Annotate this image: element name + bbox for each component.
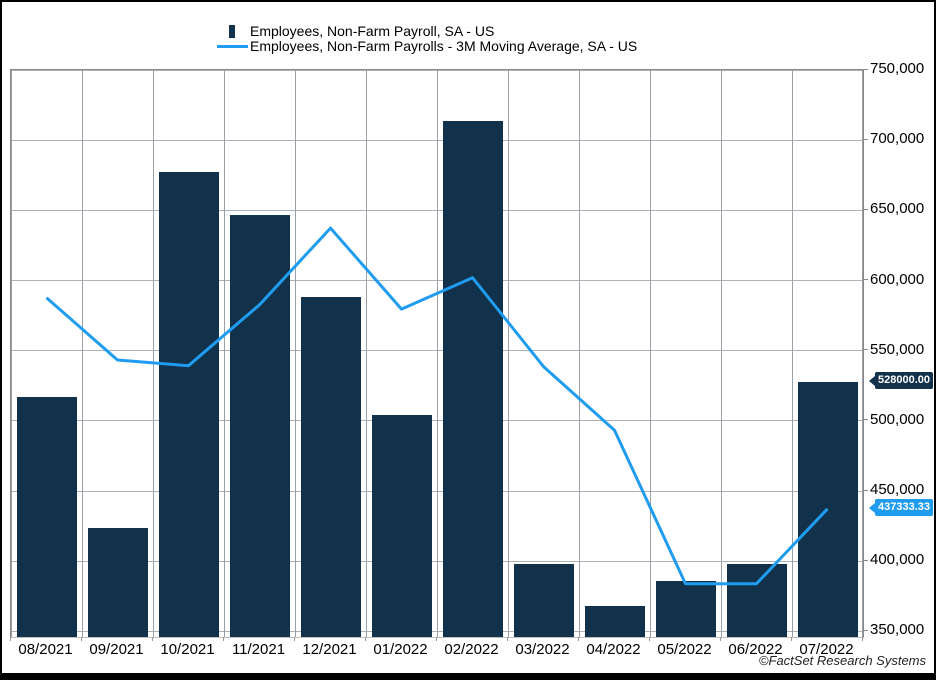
chart-legend: Employees, Non-Farm Payroll, SA - US Emp… [214, 24, 637, 54]
x-axis-label: 02/2022 [444, 641, 499, 658]
vertical-gridline [650, 70, 651, 637]
y-axis-tick [862, 629, 868, 631]
y-axis-tick [862, 68, 868, 70]
vertical-gridline [508, 70, 509, 637]
legend-bar-marker-cell [214, 25, 250, 38]
vertical-gridline [366, 70, 367, 637]
x-axis-tick [791, 637, 792, 641]
y-axis-tick [862, 279, 868, 281]
x-axis-tick [294, 637, 295, 641]
payroll-bar [584, 606, 645, 637]
y-axis-tick [862, 349, 868, 351]
x-axis-tick [223, 637, 224, 641]
badge-arrow [869, 502, 875, 513]
y-axis-tick [862, 559, 868, 561]
x-axis-tick [152, 637, 153, 641]
x-axis-label: 11/2021 [231, 641, 286, 658]
y-axis-label: 400,000 [870, 551, 925, 569]
x-axis-tick [507, 637, 508, 641]
badge-text: 528000.00 [875, 372, 933, 390]
payroll-bar [371, 415, 432, 637]
payroll-bar [87, 527, 148, 637]
payroll-bar [655, 580, 716, 637]
payroll-bar [726, 564, 787, 637]
x-axis-label: 12/2021 [302, 641, 357, 658]
vertical-gridline [295, 70, 296, 637]
legend-item-payroll: Employees, Non-Farm Payroll, SA - US [214, 24, 637, 39]
y-axis-tick [862, 138, 868, 140]
x-axis-label: 09/2021 [89, 641, 144, 658]
x-axis-tick [862, 637, 863, 641]
payroll-bar [442, 120, 503, 637]
vertical-gridline [721, 70, 722, 637]
vertical-gridline [579, 70, 580, 637]
y-axis-label: 550,000 [870, 340, 925, 358]
x-axis-tick [649, 637, 650, 641]
x-axis-tick [10, 637, 11, 641]
x-axis-label: 07/2022 [799, 641, 854, 658]
payroll-bar [300, 297, 361, 637]
vertical-gridline [862, 70, 863, 637]
vertical-gridline [792, 70, 793, 637]
x-axis-tick [436, 637, 437, 641]
y-axis-label: 600,000 [870, 270, 925, 288]
x-axis-tick [365, 637, 366, 641]
vertical-gridline [11, 70, 12, 637]
x-axis-tick [720, 637, 721, 641]
x-axis-label: 01/2022 [373, 641, 428, 658]
payroll-bar [229, 214, 290, 637]
y-axis-tick [862, 419, 868, 421]
y-axis-label: 750,000 [870, 60, 925, 77]
vertical-gridline [224, 70, 225, 637]
last-value-badge-line: 437333.33 [869, 499, 933, 517]
badge-arrow [869, 375, 875, 386]
bottom-border-bar [2, 673, 934, 678]
x-axis-label: 08/2021 [18, 641, 73, 658]
badge-text: 437333.33 [875, 499, 933, 517]
legend-label-payroll: Employees, Non-Farm Payroll, SA - US [250, 23, 495, 39]
legend-line-marker-cell [214, 45, 250, 48]
y-axis-label: 450,000 [870, 481, 925, 499]
payroll-bar [797, 381, 858, 637]
y-axis-label: 700,000 [870, 130, 925, 148]
legend-item-moving-average: Employees, Non-Farm Payrolls - 3M Moving… [214, 39, 637, 54]
x-axis-label: 06/2022 [728, 641, 783, 658]
vertical-gridline [437, 70, 438, 637]
payroll-bar [158, 172, 219, 637]
x-axis-label: 03/2022 [515, 641, 570, 658]
x-axis-label: 10/2021 [160, 641, 215, 658]
y-axis-label: 350,000 [870, 621, 925, 639]
line-series-icon [216, 45, 248, 48]
y-axis-label: 650,000 [870, 200, 925, 218]
payroll-bar [16, 397, 77, 637]
x-axis-tick [578, 637, 579, 641]
x-axis-tick [81, 637, 82, 641]
y-axis-tick [862, 489, 868, 491]
plot-area [10, 69, 864, 638]
vertical-gridline [153, 70, 154, 637]
credit-text: ©FactSet Research Systems [758, 653, 926, 668]
x-axis-label: 04/2022 [586, 641, 641, 658]
bar-series-icon [229, 25, 235, 38]
legend-label-moving-average: Employees, Non-Farm Payrolls - 3M Moving… [250, 38, 638, 54]
last-value-badge-bar: 528000.00 [869, 372, 933, 390]
x-axis-label: 05/2022 [657, 641, 712, 658]
vertical-gridline [82, 70, 83, 637]
y-axis-tick [862, 208, 868, 210]
payroll-bar [513, 564, 574, 637]
y-axis-label: 500,000 [870, 410, 925, 428]
